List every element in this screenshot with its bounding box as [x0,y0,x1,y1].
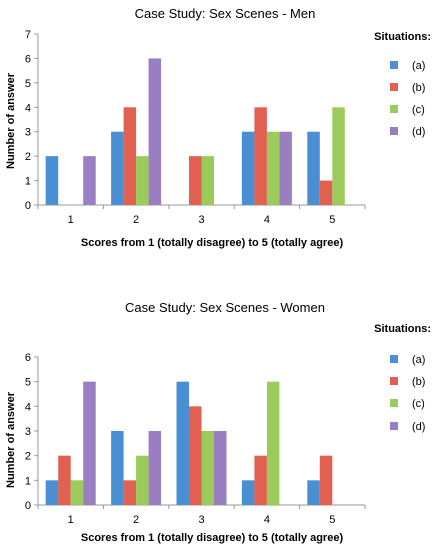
bar-a [45,480,59,505]
bar-c [266,381,280,505]
legend-title: Situations: [374,323,431,335]
bar-c [136,455,149,505]
bar-d [148,431,162,505]
bar-a [176,381,189,505]
x-tick-label: 4 [264,514,270,526]
y-tick-label: 2 [25,151,31,163]
legend-swatch-c [390,399,398,407]
legend-label-b: (b) [412,376,425,388]
legend-swatch-a [390,61,398,69]
y-tick-label: 0 [25,500,31,512]
bar-d [148,58,162,205]
y-tick-label: 4 [25,401,31,413]
x-tick-label: 4 [264,214,270,226]
legend-label-a: (a) [412,60,425,72]
bar-b [189,406,202,505]
legend-label-c: (c) [412,398,425,410]
bar-a [241,480,255,505]
bar-b [319,180,333,205]
legend-label-a: (a) [412,354,425,366]
bar-b [319,455,333,505]
y-tick-label: 1 [25,475,31,487]
x-tick-label: 2 [133,514,139,526]
y-tick-label: 1 [25,176,31,188]
y-axis-label: Number of answer [5,391,17,488]
bar-d [279,131,292,205]
legend-label-b: (b) [412,82,425,94]
bar-b [254,107,267,205]
legend-swatch-d [390,422,398,430]
bar-c [201,156,214,205]
y-tick-label: 6 [25,352,31,364]
y-tick-label: 3 [25,127,31,139]
bar-b [123,480,137,505]
legend-swatch-a [390,355,398,363]
x-axis-label: Scores from 1 (totally disagree) to 5 (t… [81,532,344,544]
bar-d [214,431,227,505]
bar-a [307,480,320,505]
x-tick-label: 3 [198,514,204,526]
legend-title: Situations: [374,31,431,43]
bar-b [189,156,202,205]
bar-c [332,107,345,205]
bar-d [83,156,96,205]
x-tick-label: 3 [198,214,204,226]
legend-swatch-b [390,377,398,385]
chart-women: Case Study: Sex Scenes - Women Number of… [5,300,431,544]
y-tick-label: 5 [25,78,31,90]
plot-area: 0 1 2 3 4 5 6 7 1 2 3 4 5 [25,29,366,226]
chart-title: Case Study: Sex Scenes - Women [125,300,325,315]
bar-c [70,480,84,505]
y-tick-label: 6 [25,53,31,65]
chart-title: Case Study: Sex Scenes - Men [135,6,316,21]
bar-b [254,455,267,505]
legend-label-d: (d) [412,421,425,433]
bar-a [45,156,59,205]
bar-c [136,156,149,205]
y-tick-label: 7 [25,29,31,41]
bar-b [58,455,71,505]
legend-swatch-d [390,127,398,135]
legend-label-d: (d) [412,126,425,138]
legend-swatch-b [390,83,398,91]
bar-a [111,431,124,505]
y-tick-label: 3 [25,426,31,438]
x-tick-label: 1 [68,514,74,526]
x-tick-label: 2 [133,214,139,226]
bar-a [241,131,255,205]
bar-a [307,131,320,205]
bar-a [111,131,124,205]
legend-label-c: (c) [412,104,425,116]
x-tick-label: 1 [68,214,74,226]
x-tick-label: 5 [329,214,335,226]
y-tick-label: 2 [25,451,31,463]
bar-c [266,131,280,205]
plot-area: 0 1 2 3 4 5 6 1 2 3 4 5 [25,352,366,526]
y-tick-label: 5 [25,377,31,389]
bar-b [123,107,137,205]
legend: (a) (b) (c) (d) [390,354,425,433]
legend: (a) (b) (c) (d) [390,60,425,138]
x-tick-label: 5 [329,514,335,526]
chart-men: Case Study: Sex Scenes - Men Number of a… [5,6,431,249]
y-axis-label: Number of answer [5,72,17,169]
bar-d [83,381,96,505]
legend-swatch-c [390,105,398,113]
x-axis-label: Scores from 1 (totally disagree) to 5 (t… [81,237,344,249]
y-tick-label: 4 [25,102,31,114]
bar-c [201,431,214,505]
y-tick-label: 0 [25,200,31,212]
